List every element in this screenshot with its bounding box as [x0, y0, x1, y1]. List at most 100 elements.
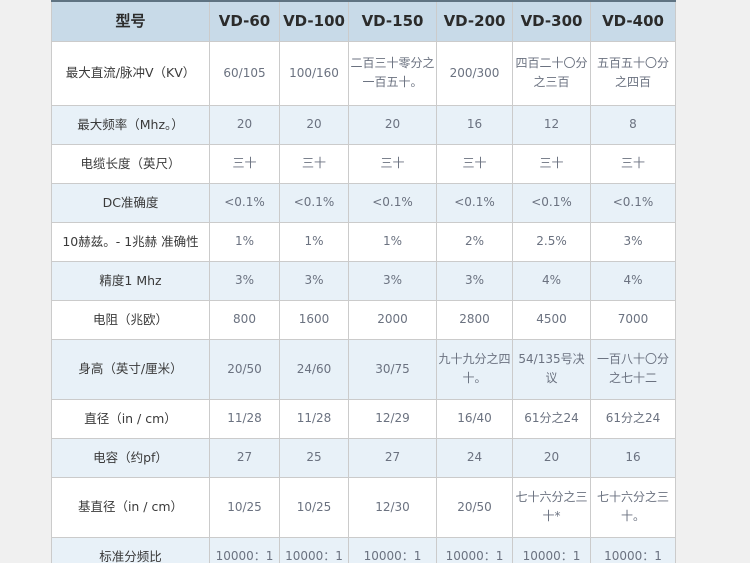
row-label: 标准分频比	[51, 536, 210, 563]
cell: 20/50	[209, 338, 280, 400]
table-row: 直径（in / cm） 11/28 11/28 12/29 16/40 61分之24 61分…	[51, 398, 676, 439]
cell: 30/75	[348, 338, 437, 400]
cell: 10000：1	[512, 536, 591, 563]
cell: 10000：1	[209, 536, 280, 563]
cell: 4%	[590, 260, 676, 301]
table-row: DC准确度 <0.1% <0.1% <0.1% <0.1% <0.1% <0.1%	[51, 182, 676, 223]
table-row: 基直径（in / cm） 10/25 10/25 12/30 20/50 七十六分之三十*…	[51, 476, 676, 538]
cell: 25	[279, 437, 349, 478]
row-label: 基直径（in / cm）	[51, 476, 210, 538]
row-label: 电缆长度（英尺）	[51, 143, 210, 184]
cell: 九十九分之四十。	[436, 338, 513, 400]
cell: 11/28	[279, 398, 349, 439]
cell: 24	[436, 437, 513, 478]
cell: 10000：1	[590, 536, 676, 563]
table-row: 10赫兹。- 1兆赫 准确性 1% 1% 1% 2% 2.5% 3%	[51, 221, 676, 262]
cell: 3%	[279, 260, 349, 301]
cell: <0.1%	[209, 182, 280, 223]
cell: 一百八十〇分之七十二	[590, 338, 676, 400]
cell: 20	[512, 437, 591, 478]
cell: 10000：1	[436, 536, 513, 563]
cell: 四百二十〇分之三百	[512, 40, 591, 106]
table-row: 精度1 Mhz 3% 3% 3% 3% 4% 4%	[51, 260, 676, 301]
cell: 二百三十零分之一百五十。	[348, 40, 437, 106]
table-row: 身高（英寸/厘米） 20/50 24/60 30/75 九十九分之四十。 54/135号决…	[51, 338, 676, 400]
row-label: 电阻（兆欧）	[51, 299, 210, 340]
column-header: VD-300	[512, 0, 591, 42]
cell: 27	[348, 437, 437, 478]
cell: 三十	[348, 143, 437, 184]
cell: 11/28	[209, 398, 280, 439]
cell: 1%	[209, 221, 280, 262]
cell: 20	[209, 104, 280, 145]
cell: <0.1%	[279, 182, 349, 223]
cell: 三十	[590, 143, 676, 184]
cell: 12/29	[348, 398, 437, 439]
cell: 4500	[512, 299, 591, 340]
cell: 10/25	[279, 476, 349, 538]
table-row: 标准分频比 10000：1 10000：1 10000：1 10000：1 10000：1…	[51, 536, 676, 563]
cell: 2%	[436, 221, 513, 262]
table-row: 最大直流/脉冲V（KV） 60/105 100/160 二百三十零分之一百五十。 200…	[51, 40, 676, 106]
cell: 12/30	[348, 476, 437, 538]
cell: 三十	[209, 143, 280, 184]
table-row: 电阻（兆欧） 800 1600 2000 2800 4500 7000	[51, 299, 676, 340]
cell: 100/160	[279, 40, 349, 106]
table-row: 电缆长度（英尺） 三十 三十 三十 三十 三十 三十	[51, 143, 676, 184]
column-header: VD-60	[209, 0, 280, 42]
cell: 16/40	[436, 398, 513, 439]
row-label: 最大频率（Mhz。）	[51, 104, 210, 145]
cell: 24/60	[279, 338, 349, 400]
cell: 20	[279, 104, 349, 145]
row-label: DC准确度	[51, 182, 210, 223]
cell: 61分之24	[512, 398, 591, 439]
table-row: 最大频率（Mhz。） 20 20 20 16 12 8	[51, 104, 676, 145]
cell: 54/135号决议	[512, 338, 591, 400]
cell: 七十六分之三十。	[590, 476, 676, 538]
cell: 7000	[590, 299, 676, 340]
cell: 800	[209, 299, 280, 340]
cell: 10000：1	[279, 536, 349, 563]
cell: 10000：1	[348, 536, 437, 563]
table-header-row: 型号 VD-60 VD-100 VD-150 VD-200 VD-300 VD-400	[51, 0, 676, 42]
column-header: VD-400	[590, 0, 676, 42]
cell: 12	[512, 104, 591, 145]
row-label: 精度1 Mhz	[51, 260, 210, 301]
cell: 200/300	[436, 40, 513, 106]
cell: 27	[209, 437, 280, 478]
cell: 61分之24	[590, 398, 676, 439]
cell: 1%	[348, 221, 437, 262]
row-label: 直径（in / cm）	[51, 398, 210, 439]
cell: 3%	[348, 260, 437, 301]
cell: <0.1%	[512, 182, 591, 223]
cell: 2000	[348, 299, 437, 340]
cell: 60/105	[209, 40, 280, 106]
cell: 五百五十〇分之四百	[590, 40, 676, 106]
row-label: 身高（英寸/厘米）	[51, 338, 210, 400]
cell: <0.1%	[590, 182, 676, 223]
row-label: 最大直流/脉冲V（KV）	[51, 40, 210, 106]
cell: 三十	[436, 143, 513, 184]
cell: 4%	[512, 260, 591, 301]
cell: 1600	[279, 299, 349, 340]
cell: 3%	[209, 260, 280, 301]
cell: 16	[590, 437, 676, 478]
cell: 1%	[279, 221, 349, 262]
table-row: 电容（约pf） 27 25 27 24 20 16	[51, 437, 676, 478]
cell: 16	[436, 104, 513, 145]
cell: 三十	[512, 143, 591, 184]
cell: 3%	[590, 221, 676, 262]
model-column-header: 型号	[51, 0, 210, 42]
table-body: 最大直流/脉冲V（KV） 60/105 100/160 二百三十零分之一百五十。 200…	[51, 40, 676, 563]
cell: <0.1%	[348, 182, 437, 223]
row-label: 电容（约pf）	[51, 437, 210, 478]
cell: <0.1%	[436, 182, 513, 223]
cell: 3%	[436, 260, 513, 301]
cell: 8	[590, 104, 676, 145]
cell: 20	[348, 104, 437, 145]
cell: 七十六分之三十*	[512, 476, 591, 538]
product-spec-table: 型号 VD-60 VD-100 VD-150 VD-200 VD-300 VD-400 最大…	[51, 0, 676, 563]
column-header: VD-100	[279, 0, 349, 42]
cell: 三十	[279, 143, 349, 184]
